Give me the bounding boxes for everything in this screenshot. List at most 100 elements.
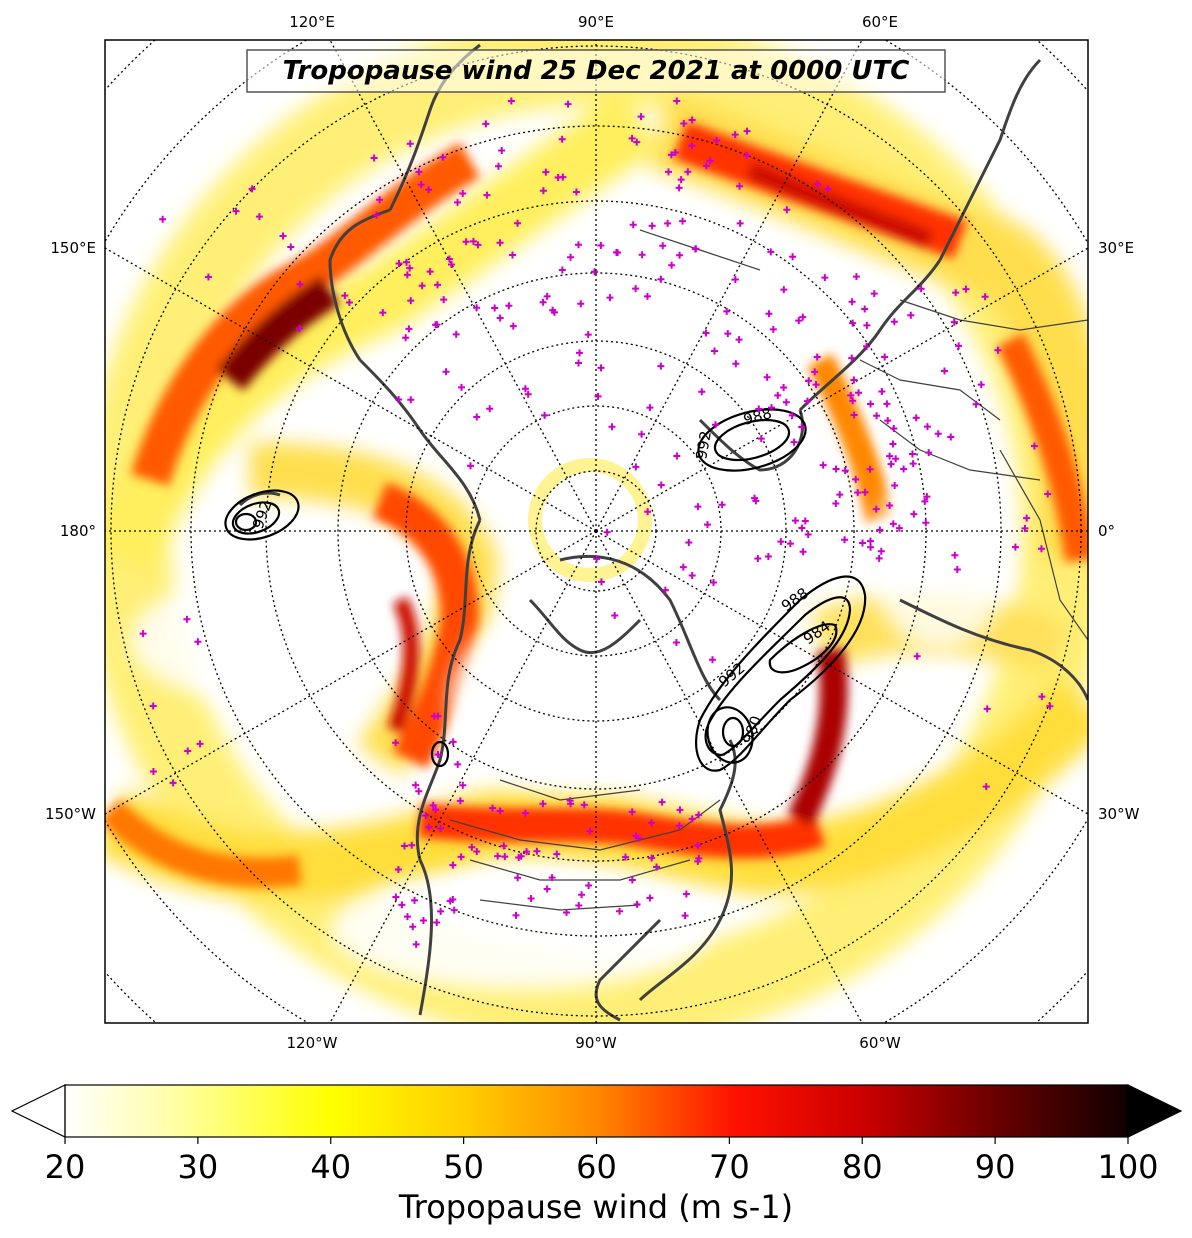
station-marker xyxy=(713,137,721,145)
station-marker xyxy=(994,346,1002,354)
station-marker xyxy=(688,116,696,124)
station-marker xyxy=(679,217,687,225)
station-marker xyxy=(688,142,696,150)
station-marker xyxy=(429,801,437,809)
station-marker xyxy=(468,843,476,851)
station-marker xyxy=(184,747,192,755)
station-marker xyxy=(575,901,583,909)
station-marker xyxy=(597,364,605,372)
station-marker xyxy=(392,739,400,747)
station-marker xyxy=(757,435,765,443)
station-marker xyxy=(558,266,566,274)
station-marker xyxy=(951,551,959,559)
station-marker xyxy=(638,251,646,259)
station-marker xyxy=(910,510,918,518)
station-marker xyxy=(659,242,667,250)
station-marker xyxy=(850,376,858,384)
station-marker xyxy=(564,100,572,108)
station-marker xyxy=(194,638,202,646)
station-marker xyxy=(566,797,574,805)
station-marker xyxy=(628,134,636,142)
station-marker xyxy=(782,398,790,406)
station-marker xyxy=(677,176,685,184)
station-marker xyxy=(434,281,442,289)
lon-label-right: 30°W xyxy=(1098,805,1140,823)
station-marker xyxy=(646,894,654,902)
station-marker xyxy=(811,368,819,376)
station-marker xyxy=(379,309,387,317)
station-marker xyxy=(694,841,702,849)
station-marker xyxy=(706,157,714,165)
station-marker xyxy=(440,296,448,304)
station-marker xyxy=(500,842,508,850)
station-marker xyxy=(657,275,665,283)
station-marker xyxy=(523,848,531,856)
station-marker xyxy=(735,336,743,344)
station-marker xyxy=(248,185,256,193)
station-marker xyxy=(867,543,875,551)
station-marker xyxy=(718,501,726,509)
station-marker xyxy=(798,524,806,532)
station-marker xyxy=(723,307,731,315)
station-marker xyxy=(489,804,497,812)
station-marker xyxy=(819,461,827,469)
station-marker xyxy=(804,530,812,538)
station-marker xyxy=(881,353,889,361)
station-marker xyxy=(606,294,614,302)
station-marker xyxy=(913,652,921,660)
station-marker xyxy=(832,465,840,473)
station-marker xyxy=(732,360,740,368)
station-marker xyxy=(909,460,917,468)
station-marker xyxy=(473,304,481,312)
station-marker xyxy=(981,293,989,301)
station-marker xyxy=(433,321,441,329)
station-marker xyxy=(780,384,788,392)
station-marker xyxy=(628,876,636,884)
station-marker xyxy=(550,308,558,316)
map-title: Tropopause wind 25 Dec 2021 at 0000 UTC xyxy=(283,56,910,86)
station-marker xyxy=(196,740,204,748)
station-marker xyxy=(783,206,791,214)
colorbar-ticks: 20 30 40 50 60 70 80 90 100 xyxy=(45,1137,1159,1186)
station-marker xyxy=(437,824,445,832)
station-marker xyxy=(962,285,970,293)
station-marker xyxy=(632,285,640,293)
station-marker xyxy=(406,140,414,148)
station-marker xyxy=(684,168,692,176)
station-marker xyxy=(586,827,594,835)
station-marker xyxy=(512,911,520,919)
colorbar-label: Tropopause wind (m s-1) xyxy=(398,1188,793,1226)
station-marker xyxy=(972,400,980,408)
station-marker xyxy=(594,392,602,400)
lon-label-left: 150°E xyxy=(50,239,96,257)
station-marker xyxy=(850,411,858,419)
station-marker xyxy=(509,322,517,330)
station-marker xyxy=(694,503,702,511)
station-marker xyxy=(767,248,775,256)
station-marker xyxy=(454,760,462,768)
station-marker xyxy=(539,800,547,808)
station-marker xyxy=(832,499,840,507)
station-marker xyxy=(527,895,535,903)
station-marker xyxy=(883,400,891,408)
station-marker xyxy=(917,285,925,293)
station-marker xyxy=(863,342,871,350)
station-marker xyxy=(675,822,683,830)
station-marker xyxy=(409,923,417,931)
station-marker xyxy=(982,783,990,791)
station-marker xyxy=(866,537,874,545)
station-marker xyxy=(688,571,696,579)
station-marker xyxy=(922,519,930,527)
station-marker xyxy=(867,400,875,408)
station-marker xyxy=(694,857,702,865)
station-marker xyxy=(688,815,696,823)
station-marker xyxy=(676,251,684,259)
station-marker xyxy=(597,578,605,586)
station-marker xyxy=(149,702,157,710)
station-marker xyxy=(836,491,844,499)
station-marker xyxy=(580,801,588,809)
station-marker xyxy=(418,282,426,290)
station-marker xyxy=(425,823,433,831)
station-marker xyxy=(494,162,502,170)
station-marker xyxy=(169,779,177,787)
